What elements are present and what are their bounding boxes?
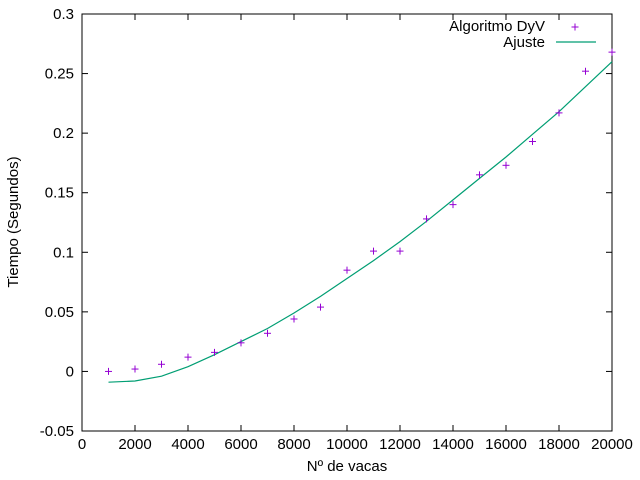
series-line-ajuste xyxy=(108,61,613,383)
data-point xyxy=(264,329,271,337)
x-tick-label: 0 xyxy=(78,436,86,453)
y-tick-label: 0.3 xyxy=(53,6,74,23)
data-point xyxy=(105,367,112,375)
y-tick-label: 0.2 xyxy=(53,125,74,142)
data-point xyxy=(449,201,457,209)
x-tick-label: 8000 xyxy=(277,436,310,453)
x-tick-label: 16000 xyxy=(485,436,527,453)
data-point xyxy=(237,339,245,347)
data-point xyxy=(396,247,404,255)
data-point xyxy=(502,161,510,169)
legend-plus-marker xyxy=(571,23,579,31)
x-axis-label: Nº de vacas xyxy=(307,458,388,475)
axis-tick-labels: 0 2000 4000 6000 8000 10000 12000 14000 16000 180… xyxy=(40,6,633,453)
data-point xyxy=(370,247,377,255)
data-point xyxy=(290,315,298,323)
axis-ticks xyxy=(81,13,613,432)
series-points-algoritmo-dyv xyxy=(105,48,616,375)
x-tick-label: 2000 xyxy=(118,436,151,453)
y-tick-label: 0 xyxy=(66,363,74,380)
data-point xyxy=(423,215,430,223)
y-axis-label: Tiempo (Segundos) xyxy=(5,156,22,287)
x-tick-label: 6000 xyxy=(224,436,257,453)
x-tick-label: 20000 xyxy=(591,436,633,453)
legend-marker-algoritmo-dyv xyxy=(571,23,579,31)
x-tick-label: 10000 xyxy=(326,436,368,453)
data-point xyxy=(582,67,589,75)
data-point xyxy=(184,353,192,361)
data-point xyxy=(343,266,351,274)
x-tick-label: 4000 xyxy=(171,436,204,453)
data-point xyxy=(317,303,324,311)
x-tick-label: 12000 xyxy=(379,436,421,453)
y-tick-label: 0.1 xyxy=(53,244,74,261)
data-point xyxy=(529,137,536,145)
data-point xyxy=(131,365,139,373)
data-point xyxy=(158,360,165,368)
legend: Algoritmo DyV Ajuste xyxy=(449,18,596,51)
x-tick-label: 14000 xyxy=(432,436,474,453)
y-tick-label: 0.25 xyxy=(45,66,74,83)
data-point xyxy=(211,348,218,356)
legend-label-algoritmo-dyv: Algoritmo DyV xyxy=(449,18,545,35)
y-tick-label: -0.05 xyxy=(40,423,74,440)
x-tick-label: 18000 xyxy=(538,436,580,453)
data-point xyxy=(555,109,563,117)
data-point xyxy=(476,171,483,179)
data-point xyxy=(608,48,616,56)
y-tick-label: 0.05 xyxy=(45,304,74,321)
legend-label-ajuste: Ajuste xyxy=(503,34,545,51)
y-tick-label: 0.15 xyxy=(45,185,74,202)
